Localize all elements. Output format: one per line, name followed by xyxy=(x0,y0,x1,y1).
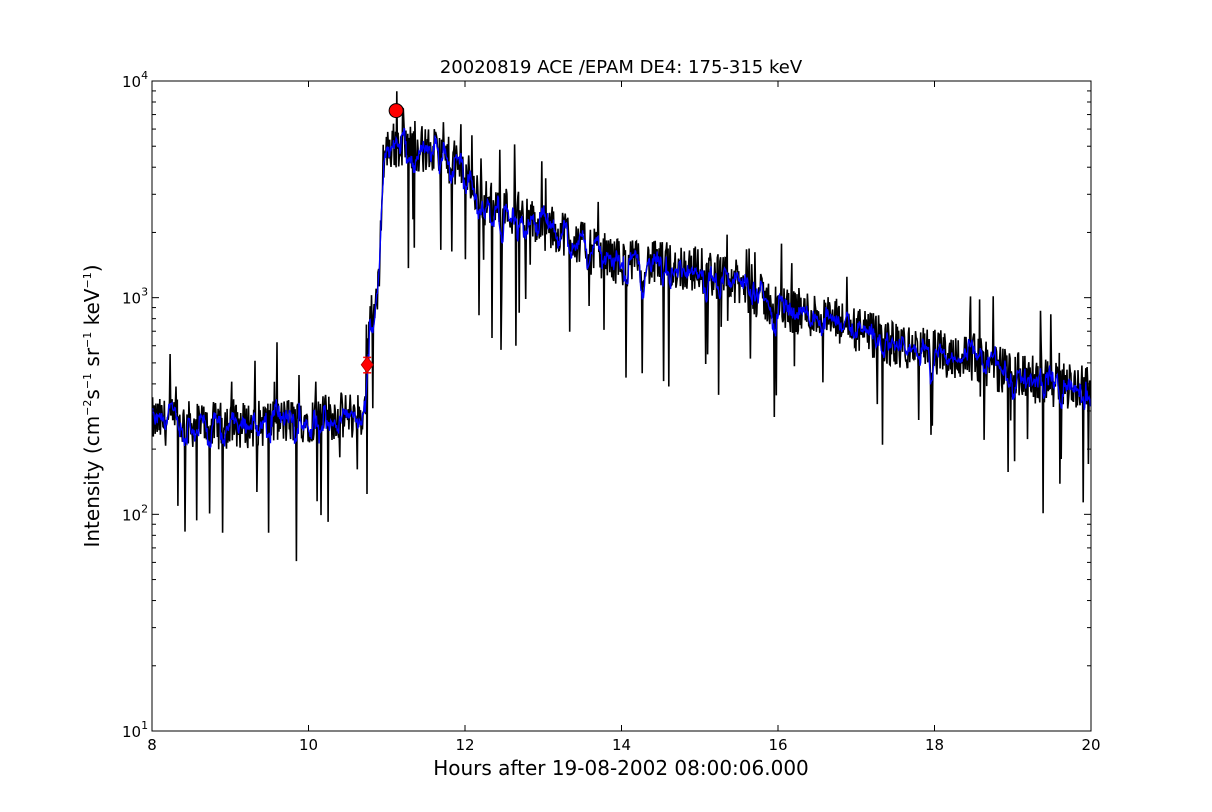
x-tick-label: 20 xyxy=(1081,736,1100,754)
x-tick-label: 18 xyxy=(925,736,944,754)
x-tick-label: 14 xyxy=(612,736,631,754)
x-tick-label: 10 xyxy=(299,736,318,754)
y-label-suffix: ) xyxy=(80,264,104,272)
marker-circle xyxy=(388,103,404,119)
y-label-mid3: keV xyxy=(80,288,104,332)
y-tick-label: 104 xyxy=(122,69,148,91)
y-label-mid2: sr xyxy=(80,347,104,373)
chart-title: 20020819 ACE /EPAM DE4: 175-315 keV xyxy=(440,57,803,78)
series-line-smoothed xyxy=(152,128,1091,449)
x-tick-label: 8 xyxy=(147,736,157,754)
y-label-sup3: −1 xyxy=(81,332,94,348)
plot-area xyxy=(152,91,1091,562)
x-tick-label: 12 xyxy=(455,736,474,754)
x-tick-label: 16 xyxy=(768,736,787,754)
marker-diamond xyxy=(360,356,374,374)
ticks-layer: 8 10 12 14 16 18 20 101 102 103 104 xyxy=(122,69,1101,754)
y-label-sup4: −1 xyxy=(81,272,94,288)
y-label-sup1: −2 xyxy=(81,400,94,416)
y-label-sup2: −1 xyxy=(81,373,94,389)
y-label-prefix: Intensity (cm xyxy=(80,416,104,548)
marker-layer xyxy=(360,103,404,374)
series-layer xyxy=(152,91,1091,562)
x-axis-label: Hours after 19-08-2002 08:00:06.000 xyxy=(433,756,809,780)
y-tick-label: 101 xyxy=(122,719,148,741)
y-axis-label: Intensity (cm−2s−1 sr−1 keV−1) xyxy=(80,264,104,547)
y-tick-label: 103 xyxy=(122,286,148,308)
y-tick-label: 102 xyxy=(122,502,148,524)
y-label-mid1: s xyxy=(80,389,104,399)
